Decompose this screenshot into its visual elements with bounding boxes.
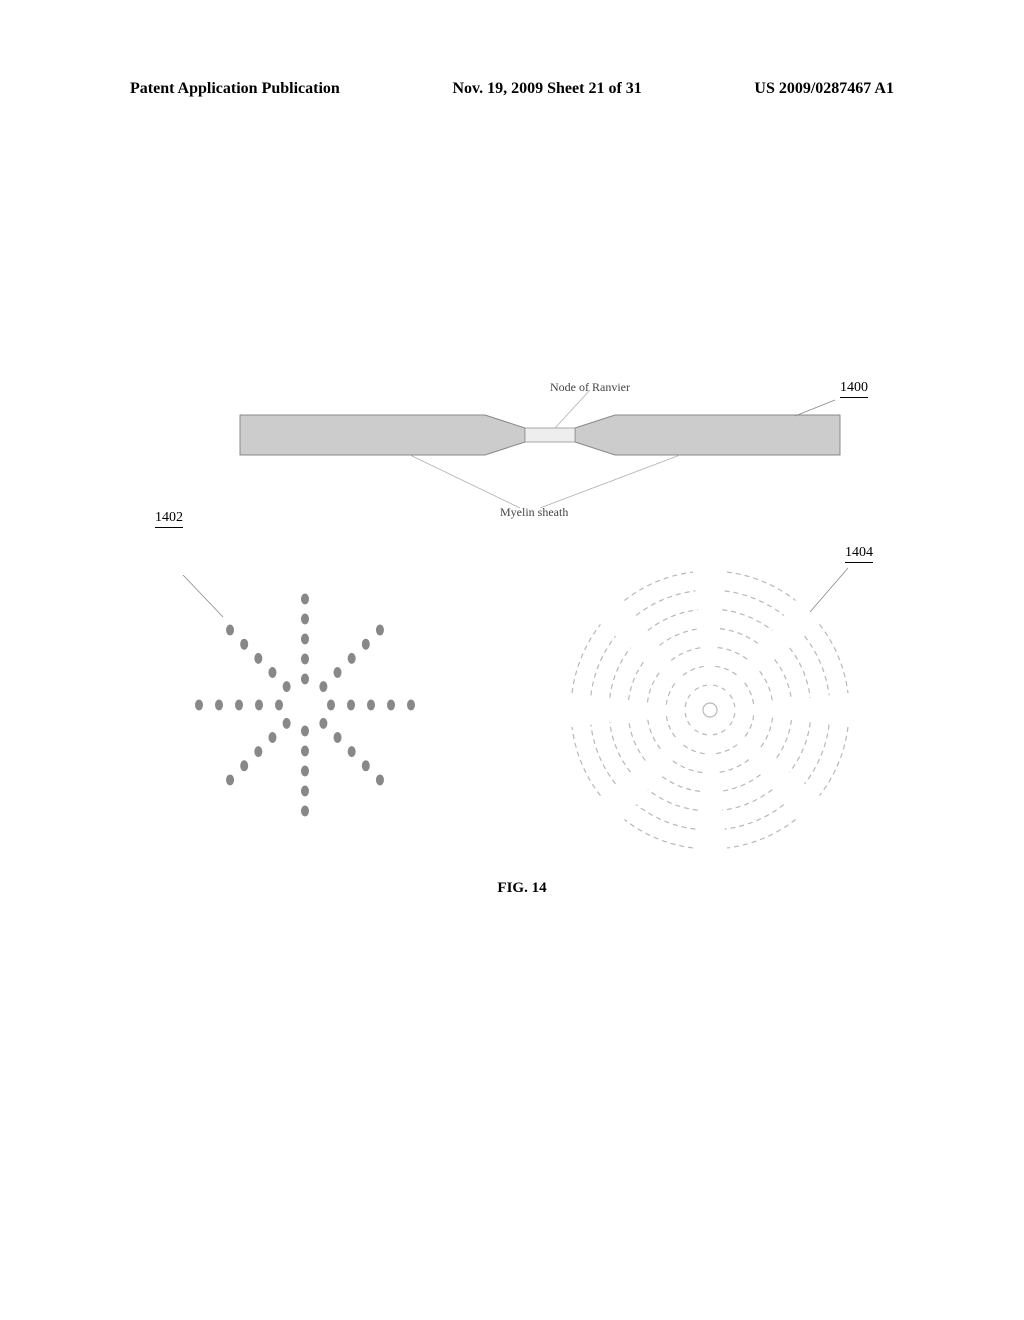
axon-diagram [230, 380, 850, 520]
figure-caption: FIG. 14 [130, 880, 914, 897]
header-left: Patent Application Publication [130, 80, 340, 98]
figure-14: Node of Ranvier 1400 Myelin sheath 1402 … [130, 380, 914, 860]
concentric-pattern [560, 560, 860, 860]
ref-1402: 1402 [155, 510, 183, 528]
label-myelin-sheath: Myelin sheath [500, 505, 568, 520]
axon-svg [230, 380, 850, 520]
header-right: US 2009/0287467 A1 [754, 80, 894, 98]
page-header: Patent Application Publication Nov. 19, … [0, 80, 1024, 98]
header-center: Nov. 19, 2009 Sheet 21 of 31 [452, 80, 641, 98]
radial-dot-pattern [175, 575, 435, 835]
